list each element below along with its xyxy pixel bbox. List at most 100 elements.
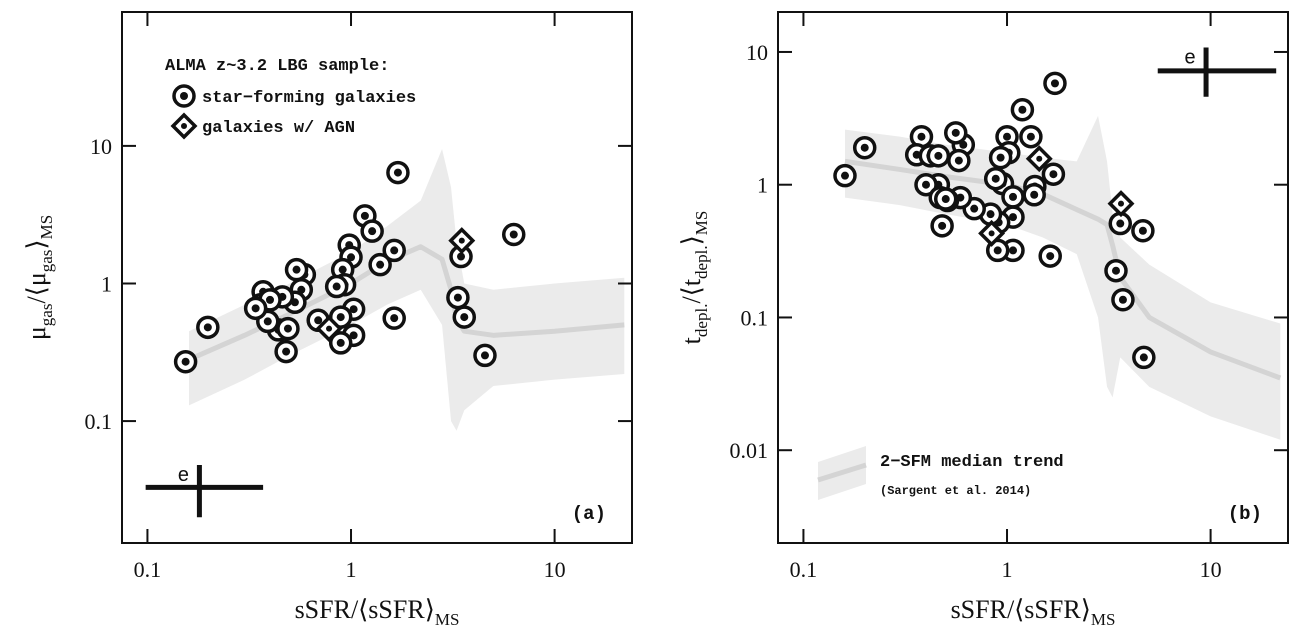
point xyxy=(1025,145,1053,173)
point xyxy=(315,315,343,343)
ylabel-part: t xyxy=(677,336,706,344)
error-label: e xyxy=(1184,48,1196,71)
ylabel-part: MS xyxy=(37,215,56,240)
point-dot xyxy=(326,325,333,332)
point-dot xyxy=(336,338,345,347)
x-tick-label: 0.1 xyxy=(790,557,818,582)
point xyxy=(983,166,1008,191)
point-dot xyxy=(203,323,212,332)
point xyxy=(1043,71,1067,96)
point-dot xyxy=(393,168,402,177)
point-dot xyxy=(1116,219,1125,228)
legend-note: (Sargent et al. 2014) xyxy=(880,484,1031,498)
xlabel: sSFR/⟨sSFR⟩MS xyxy=(951,595,1116,629)
point xyxy=(1010,98,1035,122)
x-tick-label: 1 xyxy=(1002,557,1013,582)
panel: 0.1 1 100.1110sSFR/⟨sSFR⟩MSμgas/⟨μgas⟩MSeA… xyxy=(22,11,633,629)
point xyxy=(852,135,877,160)
point xyxy=(446,285,470,310)
point-dot xyxy=(991,174,1000,183)
xlabel: sSFR/⟨sSFR⟩MS xyxy=(295,595,460,629)
point-dot xyxy=(349,331,358,340)
point xyxy=(382,306,406,330)
ylabel-part: depl. xyxy=(692,304,711,338)
point-dot xyxy=(292,265,301,274)
legend-line xyxy=(817,462,867,483)
point-dot xyxy=(996,153,1005,162)
plot-area xyxy=(187,148,625,431)
point-dot xyxy=(266,295,275,304)
y-tick-label: 0.01 xyxy=(730,438,769,463)
point xyxy=(386,160,410,185)
point-dot xyxy=(314,316,323,325)
point xyxy=(328,331,353,355)
ylabel-part: ⟩ xyxy=(677,235,706,245)
ylabel-part: MS xyxy=(692,211,711,236)
point-dot xyxy=(360,211,369,220)
x-tick-label: 10 xyxy=(1200,557,1222,582)
point xyxy=(1041,162,1066,186)
point-dot xyxy=(458,237,465,244)
point-dot xyxy=(1018,105,1027,114)
point xyxy=(173,349,198,374)
point xyxy=(947,148,971,173)
y-tick-label: 1 xyxy=(757,173,768,198)
point-dot xyxy=(986,210,995,219)
point-dot xyxy=(283,324,292,333)
point xyxy=(501,222,526,247)
point-dot xyxy=(338,265,347,274)
point-dot xyxy=(938,221,947,230)
point-dot xyxy=(480,351,489,360)
point-dot xyxy=(390,314,399,323)
ylabel-part: /⟨μ xyxy=(22,272,51,303)
ylabel-part: depl. xyxy=(692,245,711,279)
point-dot xyxy=(988,230,995,237)
point xyxy=(1131,218,1155,243)
point-dot xyxy=(181,123,187,129)
point xyxy=(1019,124,1043,149)
point-dot xyxy=(934,151,943,160)
point-dot xyxy=(954,156,963,165)
point xyxy=(274,339,298,364)
point xyxy=(172,84,196,108)
point xyxy=(452,305,477,329)
ylabel-part: μ xyxy=(22,326,51,340)
point-dot xyxy=(181,357,190,366)
point-dot xyxy=(368,227,377,236)
point xyxy=(933,187,958,211)
point xyxy=(196,315,220,340)
point-dot xyxy=(917,132,926,141)
point xyxy=(833,163,857,188)
point xyxy=(324,274,349,299)
point xyxy=(382,238,406,263)
point-dot xyxy=(1049,170,1058,179)
x-tick-label: 0.1 xyxy=(134,557,162,582)
point xyxy=(988,145,1013,170)
point-dot xyxy=(860,143,869,152)
point-dot xyxy=(332,282,341,291)
ylabel: tdepl./⟨tdepl.⟩MS xyxy=(677,211,711,345)
x-tick-label: 1 xyxy=(346,557,357,582)
point xyxy=(1001,185,1025,209)
y-tick-label: 1 xyxy=(101,271,112,296)
point xyxy=(1038,244,1062,268)
point xyxy=(276,316,300,341)
point-dot xyxy=(1036,155,1043,162)
xlabel-part: sSFR/⟨sSFR⟩ xyxy=(295,595,435,624)
xlabel-part: MS xyxy=(435,610,460,629)
ylabel-part: gas xyxy=(37,250,56,273)
point-dot xyxy=(1050,79,1059,88)
point-dot xyxy=(951,128,960,137)
axes-frame xyxy=(777,11,1289,544)
axes-frame xyxy=(121,11,633,544)
point-dot xyxy=(460,313,469,322)
point-dot xyxy=(1138,226,1147,235)
point-dot xyxy=(263,317,272,326)
point-dot xyxy=(390,246,399,255)
legend-label: galaxies w/ AGN xyxy=(202,119,355,138)
y-tick-label: 0.1 xyxy=(85,409,113,434)
point xyxy=(926,144,951,168)
ylabel-part: /⟨t xyxy=(677,278,706,303)
point-dot xyxy=(993,246,1002,255)
y-tick-label: 0.1 xyxy=(741,305,769,330)
